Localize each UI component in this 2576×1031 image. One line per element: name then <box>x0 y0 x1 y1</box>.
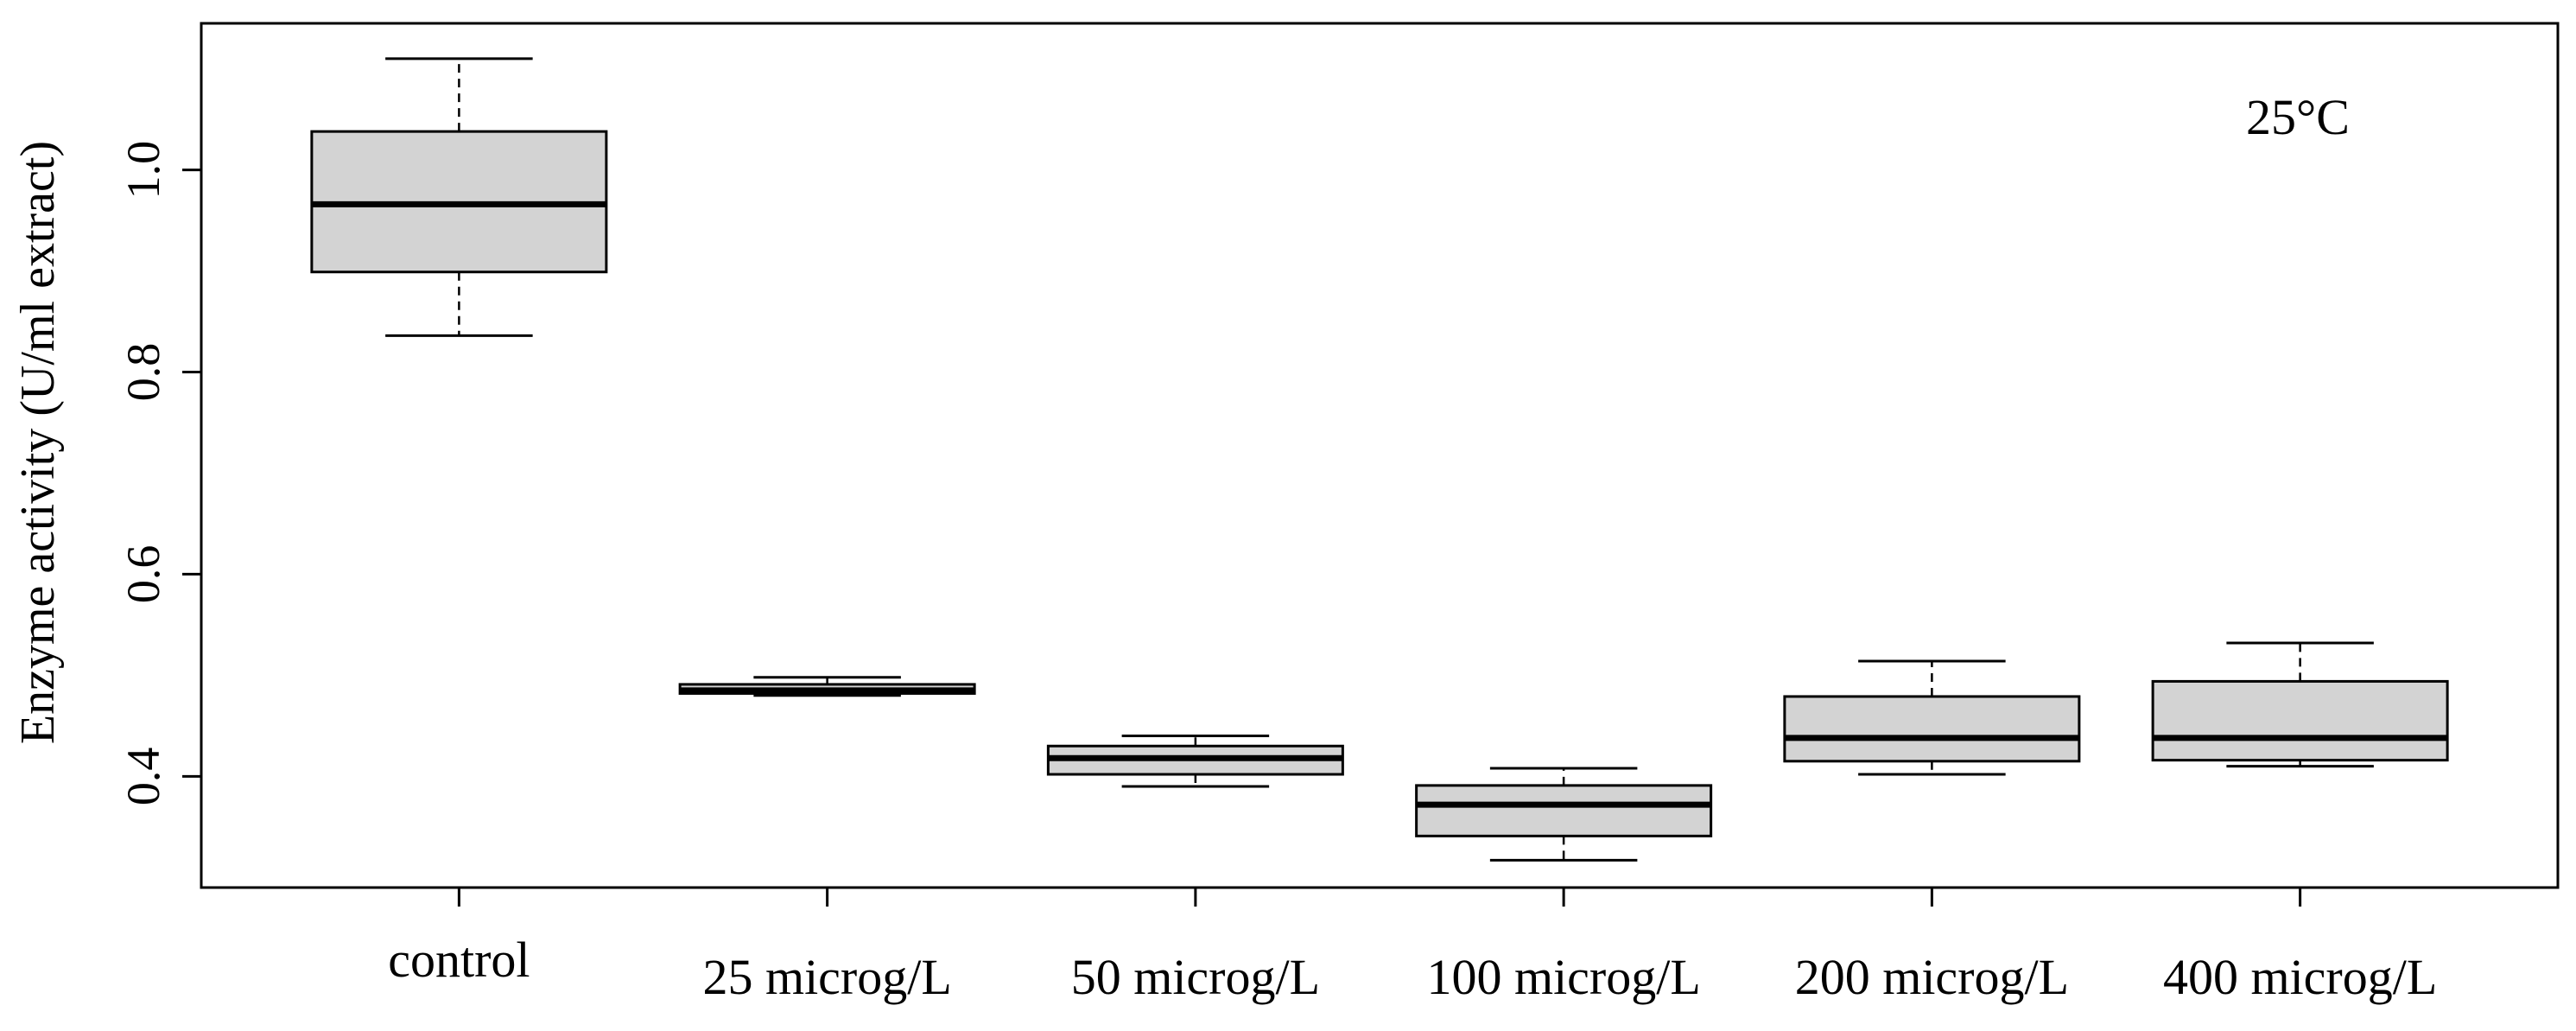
box-3 <box>1046 735 1344 788</box>
box-series <box>310 57 2449 862</box>
box-1 <box>310 57 608 337</box>
box-iqr <box>1415 784 1713 837</box>
x-category-label: 400 microg/L <box>2163 949 2437 1005</box>
box-5 <box>1783 659 2081 776</box>
box-4 <box>1415 767 1713 862</box>
x-category-label: 100 microg/L <box>1426 949 1700 1005</box>
y-tick-label: 1.0 <box>117 141 169 200</box>
box-iqr <box>1783 695 2081 763</box>
box-2 <box>678 676 976 697</box>
y-tick-label: 0.6 <box>117 545 169 604</box>
box-6 <box>2151 641 2449 768</box>
temperature-annotation: 25°C <box>2246 89 2350 145</box>
box-iqr <box>2151 679 2449 762</box>
x-category-label: 200 microg/L <box>1795 949 2069 1005</box>
y-axis: 0.4 0.6 0.8 1.0 <box>117 141 203 806</box>
x-category-label: 50 microg/L <box>1071 949 1320 1005</box>
x-axis: control 25 microg/L 50 microg/L 100 microg/… <box>388 886 2437 1005</box>
x-category-label: control <box>388 932 530 988</box>
x-category-label: 25 microg/L <box>702 949 951 1005</box>
y-tick-label: 0.4 <box>117 748 169 806</box>
y-tick-label: 0.8 <box>117 343 169 402</box>
y-axis-title: Enzyme activity (U/ml extract) <box>11 141 65 744</box>
